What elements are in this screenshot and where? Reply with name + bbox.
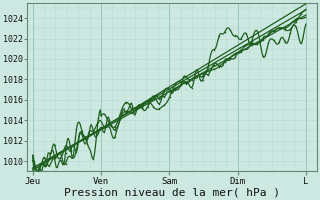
X-axis label: Pression niveau de la mer( hPa ): Pression niveau de la mer( hPa )	[64, 187, 280, 197]
